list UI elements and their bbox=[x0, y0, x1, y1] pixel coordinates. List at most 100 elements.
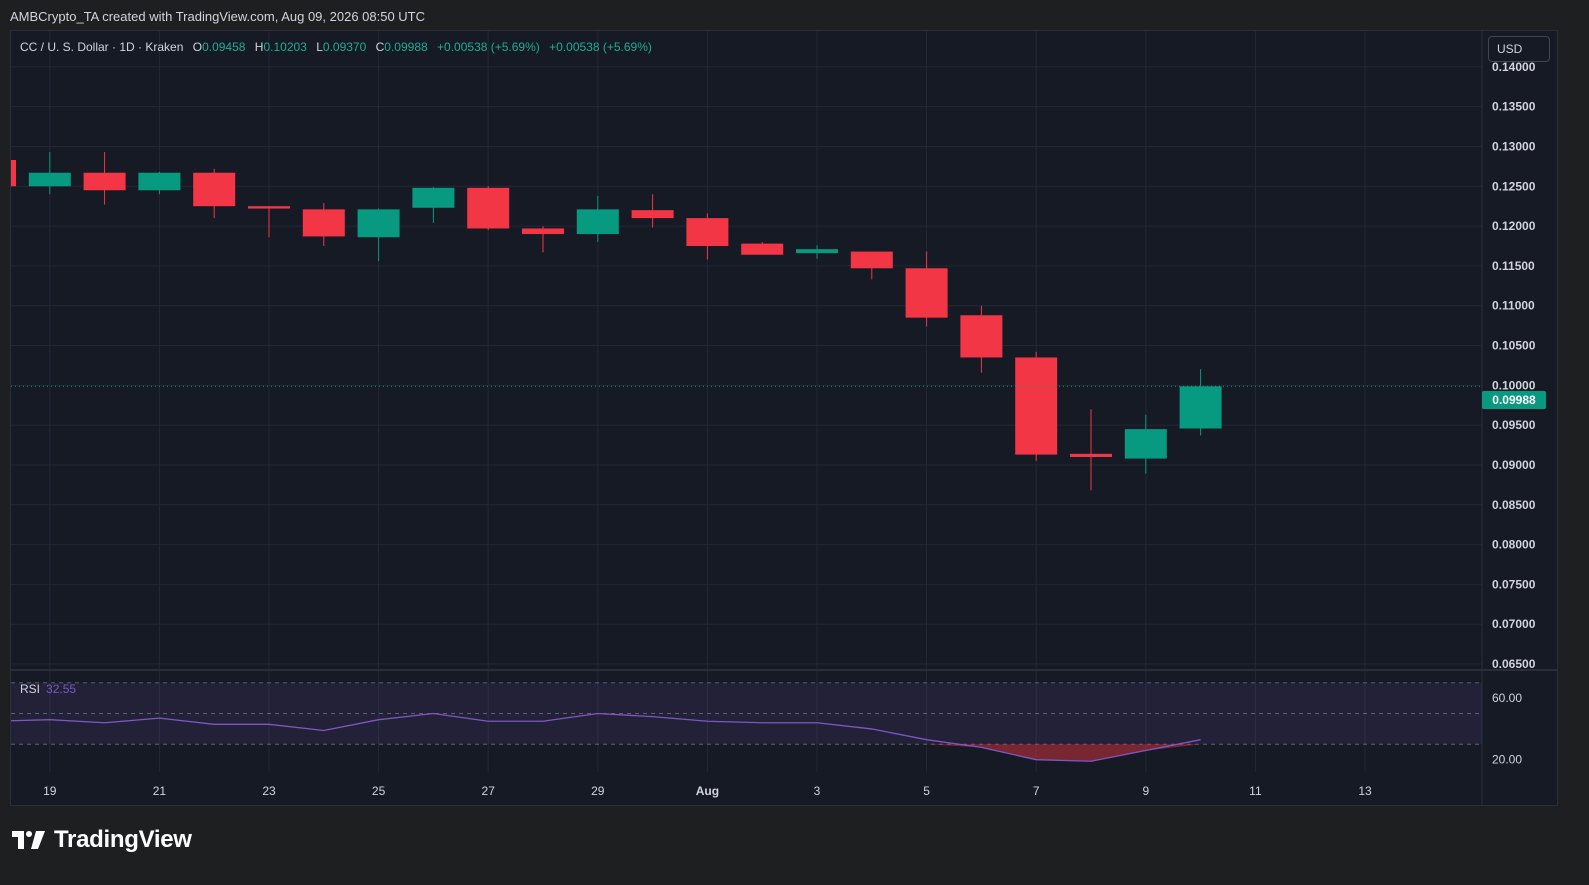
price-tick-label: 0.13000 bbox=[1492, 139, 1536, 153]
rsi-tick-label: 60.00 bbox=[1492, 691, 1522, 705]
rsi-label[interactable]: RSI bbox=[20, 682, 41, 696]
symbol-title[interactable]: CC / U. S. Dollar · 1D · Kraken bbox=[20, 40, 184, 54]
price-tick-label: 0.13500 bbox=[1492, 100, 1536, 114]
candle-body bbox=[631, 210, 674, 219]
time-tick-label: 3 bbox=[814, 784, 821, 798]
candle bbox=[357, 208, 400, 262]
candle-body bbox=[28, 172, 71, 187]
candle bbox=[576, 195, 619, 243]
candle-body bbox=[960, 315, 1003, 358]
time-tick-label: 7 bbox=[1033, 784, 1040, 798]
time-tick-label: Aug bbox=[696, 784, 719, 798]
change-value: +0.00538 (+5.69%) bbox=[437, 40, 540, 54]
candle bbox=[850, 251, 893, 280]
candle-body bbox=[1015, 357, 1058, 455]
rsi-legend: RSI 32.55 bbox=[20, 682, 76, 696]
candle bbox=[248, 206, 290, 238]
rsi-tick-label: 20.00 bbox=[1492, 753, 1522, 767]
open-value: 0.09458 bbox=[202, 40, 246, 54]
time-tick-label: 5 bbox=[923, 784, 930, 798]
candle-body bbox=[1124, 429, 1167, 459]
ohlc-legend: CC / U. S. Dollar · 1D · Kraken O0.09458… bbox=[20, 40, 652, 54]
candle-body bbox=[522, 228, 564, 235]
time-tick-label: 23 bbox=[262, 784, 276, 798]
axis-layer: 0.14000 0.13500 0.13000 0.12500 0.12000 0.115… bbox=[43, 60, 1536, 798]
low-label: L bbox=[316, 40, 323, 54]
price-tick-label: 0.10000 bbox=[1492, 378, 1536, 392]
change-value-secondary: +0.00538 (+5.69%) bbox=[549, 40, 652, 54]
candle bbox=[960, 305, 1003, 373]
candle bbox=[1015, 351, 1058, 461]
time-tick-label: 11 bbox=[1249, 784, 1262, 798]
chart-credit: AMBCrypto_TA created with TradingView.co… bbox=[10, 9, 426, 24]
close-value: 0.09988 bbox=[384, 40, 428, 54]
price-tick-label: 0.12500 bbox=[1492, 179, 1536, 193]
candle-body bbox=[905, 268, 948, 318]
candle bbox=[11, 159, 16, 187]
tradingview-brand[interactable]: TradingView bbox=[12, 826, 192, 854]
candle-body bbox=[248, 206, 290, 209]
candle bbox=[193, 168, 236, 219]
candle-body bbox=[467, 187, 510, 229]
candle-body bbox=[357, 209, 400, 238]
candle-body bbox=[576, 209, 619, 235]
candle bbox=[522, 226, 564, 253]
candle bbox=[1124, 414, 1167, 474]
candle bbox=[28, 152, 71, 195]
rsi-value: 32.55 bbox=[46, 682, 77, 696]
candle bbox=[412, 187, 455, 223]
candle-body bbox=[850, 251, 893, 269]
price-tick-label: 0.11000 bbox=[1492, 299, 1535, 313]
price-tick-label: 0.09000 bbox=[1492, 458, 1536, 472]
candle-body bbox=[412, 187, 455, 208]
candle bbox=[686, 213, 729, 260]
candle bbox=[1179, 369, 1222, 436]
time-tick-label: 9 bbox=[1142, 784, 1149, 798]
last-price-tag: 0.09988 bbox=[1482, 391, 1546, 409]
candle-body bbox=[741, 243, 784, 255]
candle bbox=[302, 202, 345, 246]
rsi-oversold-fill bbox=[11, 744, 1201, 762]
candle bbox=[631, 194, 674, 228]
candle-body bbox=[138, 172, 181, 191]
price-tick-label: 0.10500 bbox=[1492, 339, 1536, 353]
candle bbox=[1070, 409, 1112, 491]
price-tick-label: 0.14000 bbox=[1492, 60, 1536, 74]
candle-body bbox=[796, 249, 838, 254]
high-value: 0.10203 bbox=[263, 40, 307, 54]
candle bbox=[83, 152, 126, 205]
candle-body bbox=[302, 209, 345, 237]
time-tick-label: 27 bbox=[482, 784, 496, 798]
time-tick-label: 25 bbox=[372, 784, 386, 798]
candle-body bbox=[193, 172, 236, 207]
price-tick-label: 0.08500 bbox=[1492, 498, 1536, 512]
candle-body bbox=[1070, 453, 1112, 457]
chart-frame bbox=[10, 30, 1558, 806]
time-tick-label: 29 bbox=[591, 784, 605, 798]
candle-body bbox=[83, 172, 126, 191]
candle bbox=[905, 251, 948, 327]
price-tick-label: 0.11500 bbox=[1492, 259, 1535, 273]
time-tick-label: 19 bbox=[43, 784, 57, 798]
low-value: 0.09370 bbox=[322, 40, 367, 54]
tradingview-logo-icon bbox=[12, 831, 45, 849]
time-tick-label: 13 bbox=[1358, 784, 1372, 798]
candle bbox=[796, 245, 838, 259]
candle-body bbox=[686, 218, 729, 246]
currency-button[interactable]: USD bbox=[1488, 36, 1550, 62]
price-tick-label: 0.12000 bbox=[1492, 219, 1536, 233]
close-label: C bbox=[375, 40, 385, 54]
open-label: O bbox=[192, 40, 203, 54]
price-tick-label: 0.08000 bbox=[1492, 538, 1536, 552]
candles-layer bbox=[11, 152, 1482, 491]
brand-name: TradingView bbox=[54, 826, 192, 853]
grid-layer bbox=[11, 31, 1557, 805]
candle-body bbox=[11, 159, 16, 187]
candle bbox=[467, 186, 510, 231]
high-label: H bbox=[254, 40, 264, 54]
candle bbox=[138, 171, 181, 195]
candle-body bbox=[1179, 386, 1222, 429]
price-tick-label: 0.06500 bbox=[1492, 657, 1536, 671]
price-tick-label: 0.09500 bbox=[1492, 418, 1536, 432]
